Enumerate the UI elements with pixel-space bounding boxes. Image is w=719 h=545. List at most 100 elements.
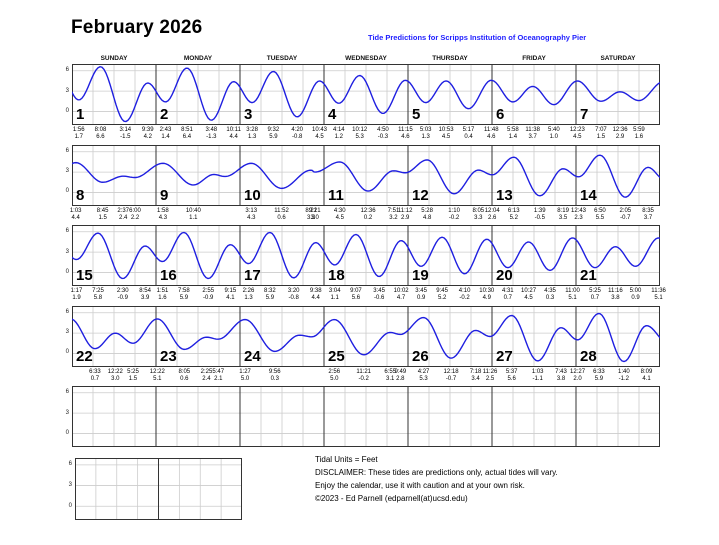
tide-height: 5.3 <box>355 134 364 140</box>
tide-label-day20: 4:35 0.3 <box>544 288 556 302</box>
tide-height: 5.6 <box>351 295 361 301</box>
tide-height: 5.1 <box>654 295 663 301</box>
tide-label-day16: 7:58 5.9 <box>178 288 190 302</box>
day-header-sunday: SUNDAY <box>100 55 128 62</box>
tide-label-day5: 11:48 4.6 <box>484 127 499 141</box>
tide-time: 6:33 <box>593 368 605 375</box>
tide-label-day9: 1:58 4.3 <box>157 208 169 222</box>
tide-label-day21: 5:00 0.9 <box>630 288 642 302</box>
tide-label-day17: 9:38 4.4 <box>310 288 322 302</box>
tide-height: 3.9 <box>140 295 150 301</box>
tide-height: 6.6 <box>96 134 105 140</box>
tide-height: 0.6 <box>277 214 286 221</box>
tide-height: 1.4 <box>161 134 170 140</box>
tide-time: 3:45 <box>373 288 385 294</box>
tide-label-day3: 10:43 4.5 <box>312 127 327 141</box>
tide-height: 2.6 <box>488 214 497 221</box>
tide-time: 1:51 <box>156 288 169 294</box>
tide-time: 4:27 <box>417 368 430 375</box>
tide-height: 1.5 <box>596 134 606 140</box>
tide-time: 5:17 <box>462 127 475 133</box>
tide-height: 4.5 <box>573 134 582 140</box>
day-number-23: 23 <box>160 347 177 365</box>
tide-label-day26: 12:18 -0.7 <box>444 369 459 383</box>
tide-height: 1.1 <box>189 214 198 221</box>
y-axis-tick: 6 <box>65 389 69 396</box>
tide-height: 1.2 <box>334 134 343 140</box>
week-row-5: 6 3 0 <box>66 386 660 447</box>
tide-label-day6: 11:38 3.7 <box>525 127 540 141</box>
tide-time: 9:07 <box>350 288 362 294</box>
tide-time: 9:45 <box>436 288 448 294</box>
tide-label-day13: 12:04 2.6 <box>485 208 500 222</box>
tide-height: 0.4 <box>464 134 473 140</box>
tide-label-day5: 10:53 4.5 <box>439 127 454 141</box>
tide-time: 5:40 <box>547 127 560 133</box>
tide-height: 1.6 <box>158 295 167 301</box>
tide-time: 12:22 <box>107 368 123 375</box>
tide-time: 5:28 <box>421 207 433 214</box>
tide-time: 11:26 <box>482 368 498 375</box>
tide-time: 1:03 <box>531 368 544 375</box>
tide-label-day17: 3:20 -0.8 <box>288 288 300 302</box>
tide-time: 7:07 <box>595 127 607 133</box>
tide-height: 1.6 <box>634 134 644 140</box>
tide-label-day8: 8:45 1.5 <box>97 208 109 222</box>
tide-label-day25: 2:56 5.0 <box>328 369 340 383</box>
day-header-monday: MONDAY <box>183 55 213 62</box>
tide-label-day14: 12:43 2.3 <box>571 208 586 222</box>
tide-height: 4.1 <box>226 295 235 301</box>
tide-time: 3:45 <box>415 288 427 294</box>
grid-panel <box>72 225 660 286</box>
tide-height: 0.7 <box>590 295 600 301</box>
tide-label-day26: 4:27 5.3 <box>418 369 430 383</box>
tide-label-day1: 8:08 6.6 <box>95 127 107 141</box>
tide-height: 5.6 <box>507 375 516 382</box>
day-number-19: 19 <box>412 267 429 284</box>
tide-label-day18: 3:45 -0.6 <box>373 288 385 302</box>
footer-note-units: Tidal Units = Feet <box>315 455 378 464</box>
tide-time: 8:54 <box>139 288 151 294</box>
tide-label-day12: 5:28 4.8 <box>421 208 433 222</box>
tide-label-day7: 12:23 4.5 <box>570 127 585 141</box>
tide-time: 3:13 <box>245 207 258 214</box>
tide-label-day21: 11:16 3.8 <box>608 288 623 302</box>
tide-label-day15: 2:30 -0.9 <box>117 288 129 302</box>
page-title: February 2026 <box>71 17 203 38</box>
day-header-friday: FRIDAY <box>522 55 546 62</box>
tide-label-day16: 2:55 -0.9 <box>202 288 214 302</box>
tide-label-day22: 12:22 3.0 <box>108 369 123 383</box>
day-number-2: 2 <box>160 106 169 123</box>
day-number-28: 28 <box>580 347 597 365</box>
tide-time: 10:40 <box>185 207 201 214</box>
footer-note-copyright: ©2023 - Ed Parnell (edparnell(at)ucsd.ed… <box>315 494 468 503</box>
tide-label-day27: 5:37 5.6 <box>506 369 518 383</box>
tide-label-day8: 2:37 2.4 <box>117 208 129 222</box>
tide-time: 2:43 <box>159 127 172 133</box>
tide-label-day11: 12:36 0.2 <box>361 208 376 222</box>
tide-height: -0.9 <box>117 295 128 301</box>
tide-time: 11:52 <box>274 207 289 214</box>
tide-time: 7:51 <box>387 207 400 214</box>
tide-label-day5: 5:03 1.3 <box>420 127 432 141</box>
tide-label-day13: 8:19 3.5 <box>557 208 569 222</box>
tide-label-day9: 10:40 1.1 <box>186 208 201 222</box>
tide-label-day7: 12:36 2.9 <box>613 127 628 141</box>
tide-height: 4.7 <box>396 295 406 301</box>
tide-time: 5:37 <box>505 368 518 375</box>
tide-time: 8:19 <box>557 207 569 214</box>
tide-time: 8:08 <box>94 127 107 133</box>
tide-height: 3.2 <box>389 214 398 221</box>
day-header-wednesday: WEDNESDAY <box>345 55 387 62</box>
tide-label-day27: 1:03 -1.1 <box>532 369 544 383</box>
tide-height: 2.9 <box>615 134 625 140</box>
y-axis-tick: 0 <box>65 349 69 356</box>
tide-height: 4.3 <box>247 214 256 221</box>
tide-time: 5:58 <box>507 127 519 133</box>
tide-time: 11:12 <box>397 207 413 214</box>
tide-time: 7:25 <box>92 288 104 294</box>
tide-time: 4:35 <box>544 288 556 294</box>
tide-time: 11:38 <box>525 127 540 133</box>
tide-label-day11: 11:12 2.9 <box>398 208 413 222</box>
day-number-10: 10 <box>244 186 261 204</box>
